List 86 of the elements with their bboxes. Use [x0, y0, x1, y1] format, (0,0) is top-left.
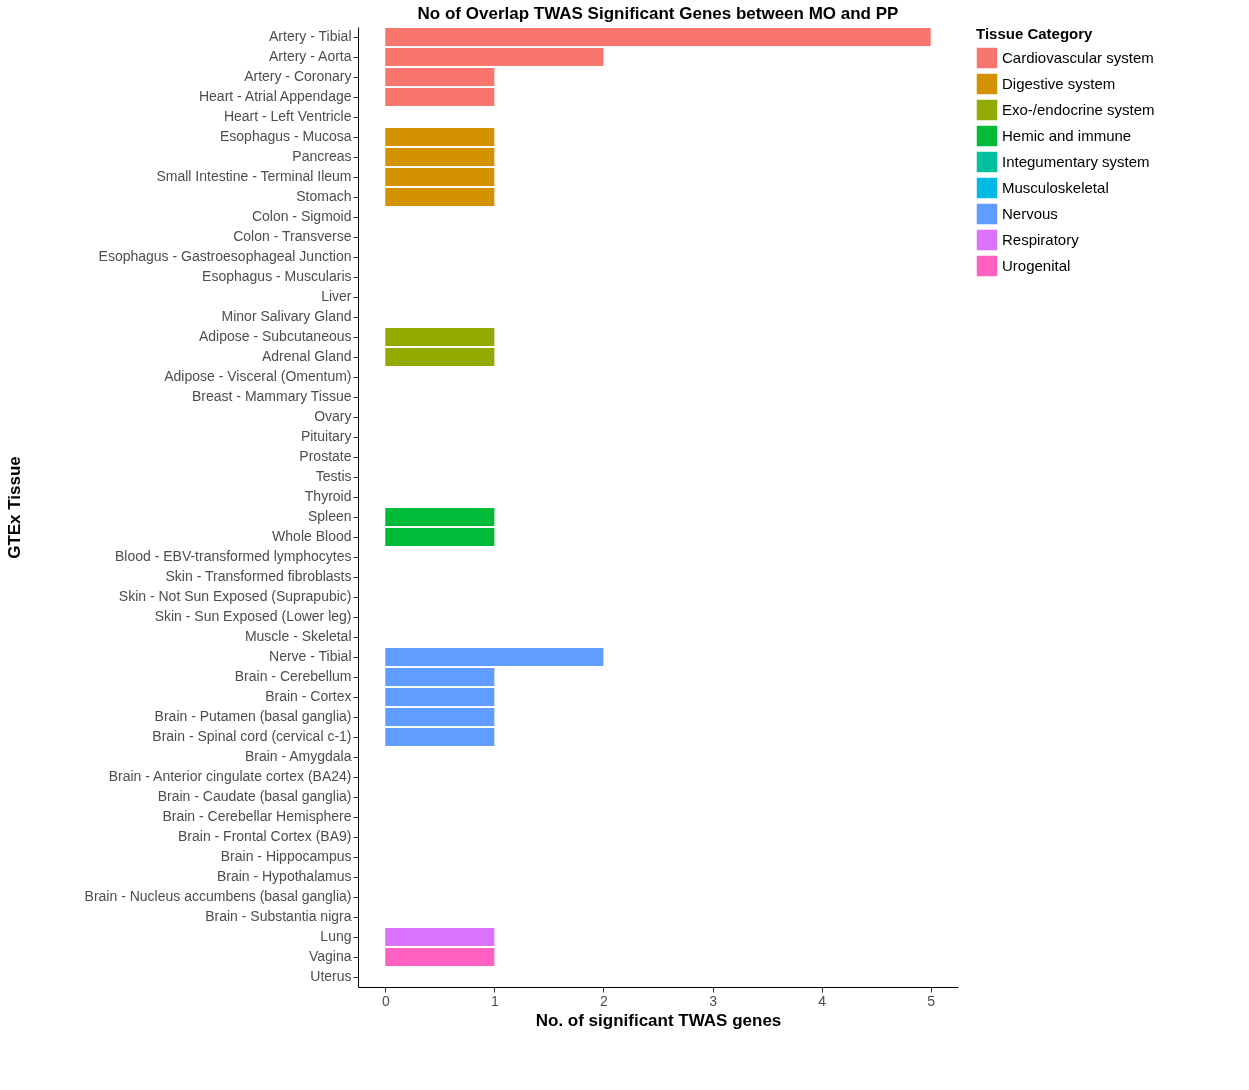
- legend-label: Cardiovascular system: [1002, 49, 1154, 66]
- bar: [385, 68, 495, 86]
- y-tick-label: Lung: [320, 928, 352, 944]
- bar: [385, 648, 604, 666]
- y-tick-label: Minor Salivary Gland: [221, 308, 352, 324]
- y-tick-label: Skin - Not Sun Exposed (Suprapubic): [118, 588, 352, 604]
- y-tick-label: Brain - Substantia nigra: [205, 908, 352, 924]
- legend-label: Nervous: [1002, 205, 1058, 222]
- bar: [385, 328, 495, 346]
- y-tick-label: Whole Blood: [272, 528, 352, 544]
- x-axis-title: No. of significant TWAS genes: [535, 1010, 782, 1030]
- bar: [385, 688, 495, 706]
- y-axis-title: GTEx Tissue: [4, 456, 24, 559]
- legend-label: Musculoskeletal: [1002, 179, 1109, 196]
- legend-label: Integumentary system: [1002, 153, 1150, 170]
- y-tick-label: Breast - Mammary Tissue: [192, 388, 352, 404]
- x-tick-label: 1: [490, 992, 499, 1009]
- y-tick-label: Vagina: [308, 948, 352, 964]
- y-tick-label: Brain - Putamen (basal ganglia): [154, 708, 352, 724]
- x-tick-label: 2: [600, 992, 609, 1009]
- bar: [385, 728, 495, 746]
- y-tick-label: Pancreas: [292, 148, 352, 164]
- y-tick-label: Brain - Cerebellum: [234, 668, 352, 684]
- y-tick-label: Ovary: [314, 408, 352, 424]
- bar: [385, 708, 495, 726]
- y-tick-label: Pituitary: [300, 428, 352, 444]
- bar: [385, 188, 495, 206]
- bar: [385, 88, 495, 106]
- y-tick-label: Adipose - Visceral (Omentum): [164, 368, 352, 384]
- y-tick-label: Muscle - Skeletal: [244, 628, 352, 644]
- y-tick-label: Brain - Caudate (basal ganglia): [157, 788, 352, 804]
- bar: [385, 348, 495, 366]
- y-tick-label: Brain - Hippocampus: [220, 848, 352, 864]
- x-tick-label: 0: [381, 992, 390, 1009]
- y-tick-label: Brain - Frontal Cortex (BA9): [178, 828, 352, 844]
- y-tick-label: Artery - Aorta: [269, 48, 352, 64]
- bar: [385, 128, 495, 146]
- y-tick-label: Brain - Spinal cord (cervical c-1): [152, 728, 352, 744]
- y-tick-label: Stomach: [296, 188, 352, 204]
- y-tick-label: Testis: [315, 468, 352, 484]
- y-tick-label: Thyroid: [304, 488, 352, 504]
- bar: [385, 28, 931, 46]
- bar: [385, 948, 495, 966]
- y-tick-label: Brain - Cerebellar Hemisphere: [162, 808, 352, 824]
- bar: [385, 168, 495, 186]
- legend-title: Tissue Category: [976, 25, 1094, 42]
- y-tick-label: Artery - Coronary: [244, 68, 352, 84]
- x-tick-label: 4: [818, 992, 827, 1009]
- y-tick-label: Skin - Sun Exposed (Lower leg): [154, 608, 352, 624]
- bar: [385, 508, 495, 526]
- bar: [385, 48, 604, 66]
- y-tick-label: Prostate: [299, 448, 352, 464]
- bar: [385, 668, 495, 686]
- y-tick-label: Brain - Hypothalamus: [216, 868, 352, 884]
- y-tick-label: Liver: [321, 288, 352, 304]
- x-tick-label: 5: [927, 992, 936, 1009]
- legend-label: Hemic and immune: [1002, 127, 1132, 144]
- y-tick-label: Adrenal Gland: [261, 348, 352, 364]
- y-tick-label: Esophagus - Gastroesophageal Junction: [98, 248, 352, 264]
- legend-label: Respiratory: [1002, 231, 1080, 248]
- bar: [385, 148, 495, 166]
- x-tick-label: 3: [709, 992, 718, 1009]
- bar: [385, 928, 495, 946]
- y-tick-label: Brain - Amygdala: [244, 748, 352, 764]
- y-tick-label: Blood - EBV-transformed lymphocytes: [114, 548, 352, 564]
- legend-label: Urogenital: [1002, 257, 1071, 274]
- chart-title: No of Overlap TWAS Significant Genes between MO and PP: [417, 4, 899, 23]
- y-tick-label: Artery - Tibial: [269, 28, 352, 44]
- y-tick-label: Uterus: [310, 968, 352, 984]
- legend-label: Digestive system: [1002, 75, 1116, 92]
- bar: [385, 528, 495, 546]
- y-tick-label: Brain - Nucleus accumbens (basal ganglia): [84, 888, 352, 904]
- y-tick-label: Heart - Left Ventricle: [223, 108, 352, 124]
- y-tick-label: Brain - Anterior cingulate cortex (BA24): [108, 768, 352, 784]
- y-tick-label: Adipose - Subcutaneous: [198, 328, 352, 344]
- y-tick-label: Colon - Transverse: [233, 228, 352, 244]
- y-tick-label: Skin - Transformed fibroblasts: [165, 568, 352, 584]
- y-tick-label: Brain - Cortex: [265, 688, 352, 704]
- y-tick-label: Small Intestine - Terminal Ileum: [156, 168, 352, 184]
- y-tick-label: Esophagus - Mucosa: [219, 128, 352, 144]
- y-tick-label: Esophagus - Muscularis: [202, 268, 352, 284]
- y-tick-label: Colon - Sigmoid: [251, 208, 352, 224]
- y-tick-label: Spleen: [307, 508, 352, 524]
- y-tick-label: Nerve - Tibial: [269, 648, 352, 664]
- y-tick-label: Heart - Atrial Appendage: [198, 88, 352, 104]
- legend-label: Exo-/endocrine system: [1002, 101, 1155, 118]
